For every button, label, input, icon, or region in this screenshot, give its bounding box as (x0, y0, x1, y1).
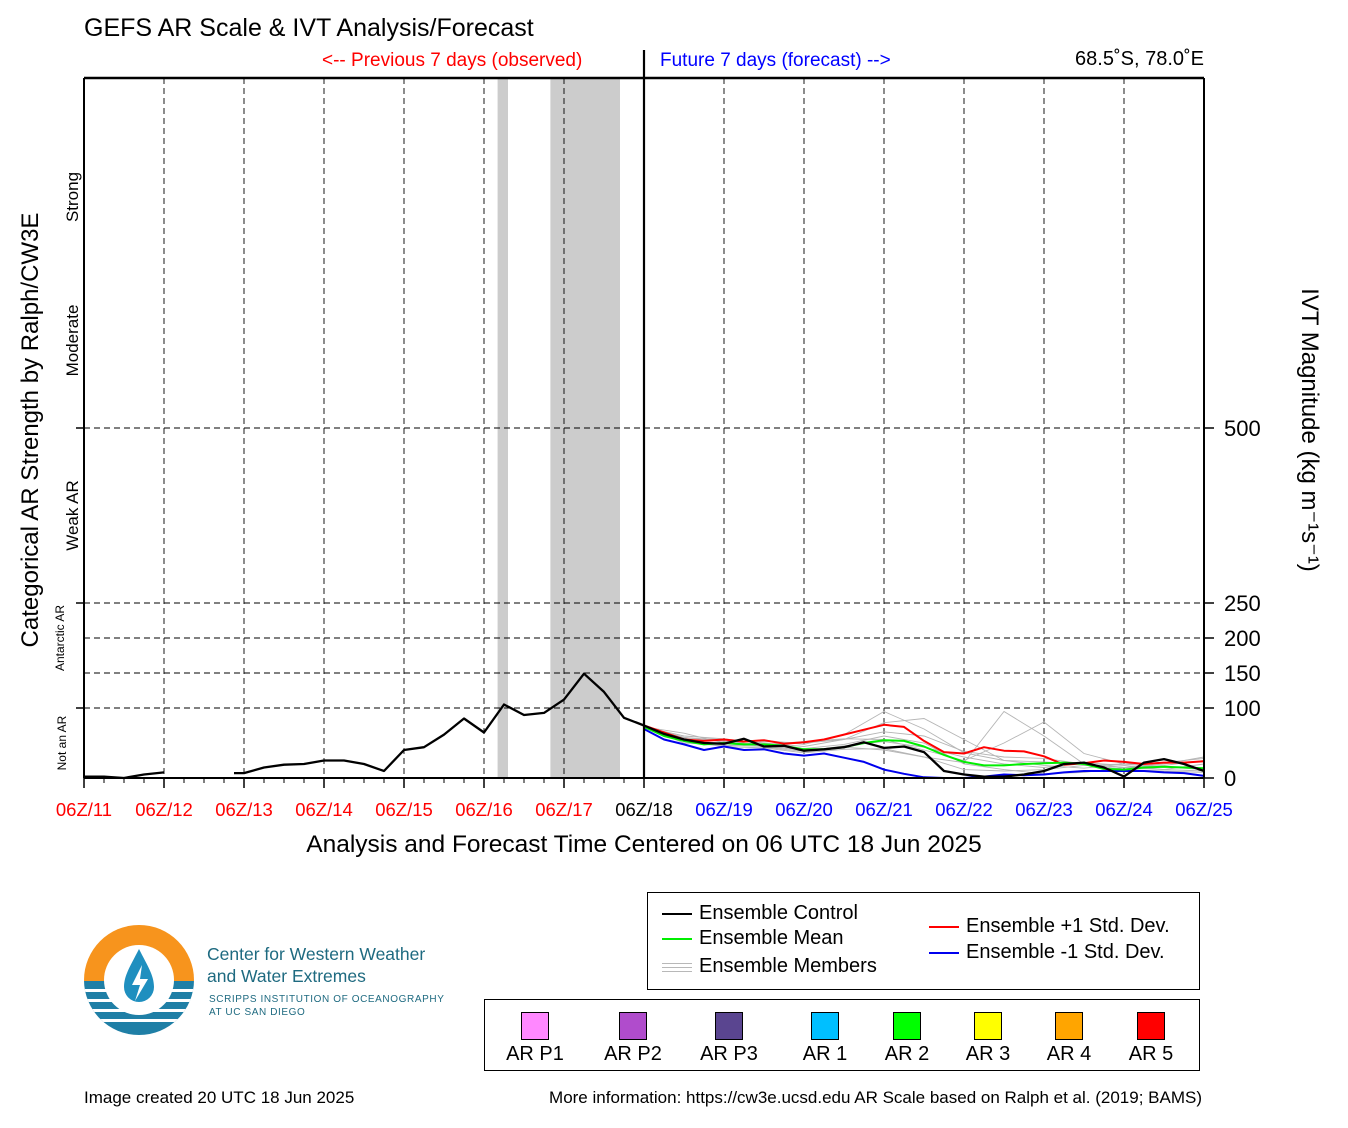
ensemble-member-line (643, 726, 1205, 772)
ar-scale-item: AR P3 (689, 1012, 769, 1066)
x-tick-label: 06Z/22 (935, 799, 993, 820)
ar-scale-swatch (974, 1012, 1002, 1040)
y-right-axis-title: IVT Magnitude (kg m⁻¹s⁻¹) (1296, 288, 1323, 572)
ar-scale-item: AR P1 (495, 1012, 575, 1066)
legend-mean-label: Ensemble Mean (699, 927, 844, 949)
x-tick-label: 06Z/17 (535, 799, 593, 820)
org-subtitle: SCRIPPS INSTITUTION OF OCEANOGRAPHY AT U… (209, 993, 444, 1019)
legend-plus-std-label: Ensemble +1 Std. Dev. (966, 915, 1170, 937)
y-right-tick-label: 0 (1224, 766, 1236, 791)
org-sub-line1: SCRIPPS INSTITUTION OF OCEANOGRAPHY (209, 994, 445, 1005)
org-name-line1: Center for Western Weather (207, 944, 426, 964)
x-tick-label: 06Z/18 (615, 799, 673, 820)
ar-scale-label: AR 4 (1046, 1043, 1092, 1065)
x-tick-label: 06Z/23 (1015, 799, 1073, 820)
x-tick-label: 06Z/25 (1175, 799, 1233, 820)
ar-scale-legend: AR P1 AR P2 AR P3 AR 1 AR 2 AR 3 AR 4 AR… (484, 999, 1200, 1071)
axes-layer (76, 50, 1214, 788)
legend-control: Ensemble Control (662, 902, 858, 925)
ar-scale-item: AR 1 (785, 1012, 865, 1066)
x-tick-label: 06Z/20 (775, 799, 833, 820)
ar-scale-swatch (811, 1012, 839, 1040)
ar-scale-item: AR 4 (1029, 1012, 1109, 1066)
y-left-axis-title: Categorical AR Strength by Ralph/CW3E (17, 213, 44, 648)
category-label: Antarctic AR (53, 605, 67, 671)
x-tick-label: 06Z/14 (295, 799, 353, 820)
labels-layer: 06Z/11 06Z/12 06Z/13 06Z/14 06Z/15 06Z/16 06Z/… (17, 172, 1323, 858)
y-right-tick-label: 500 (1224, 416, 1261, 441)
org-name-line2: and Water Extremes (207, 966, 366, 986)
category-label: Strong (63, 172, 82, 222)
ensemble-mean-line (643, 725, 1205, 771)
y-right-tick-label: 200 (1224, 626, 1261, 651)
category-label: Not an AR (55, 715, 69, 770)
ar-scale-label: AR 5 (1128, 1043, 1174, 1065)
x-tick-label: 06Z/15 (375, 799, 433, 820)
x-tick-label: 06Z/21 (855, 799, 913, 820)
ar-scale-swatch (521, 1012, 549, 1040)
legend-minus-std-swatch (929, 951, 959, 954)
y-right-tick-label: 100 (1224, 696, 1261, 721)
image-created-label: Image created 20 UTC 18 Jun 2025 (84, 1088, 355, 1107)
ar-scale-swatch (1055, 1012, 1083, 1040)
x-tick-label: 06Z/24 (1095, 799, 1153, 820)
y-right-tick-label: 250 (1224, 591, 1261, 616)
ensemble-control-line (643, 724, 1205, 778)
x-tick-label: 06Z/12 (135, 799, 193, 820)
org-sub-line2: AT UC SAN DIEGO (209, 1007, 306, 1018)
future-period-label: Future 7 days (forecast) --> (660, 50, 891, 71)
y-right-tick-label: 150 (1224, 661, 1261, 686)
ensemble-control-line (234, 672, 645, 775)
cw3e-logo (84, 925, 194, 1035)
category-label: Weak AR (63, 480, 82, 551)
legend-members-swatch (662, 960, 692, 974)
ar-scale-label: AR 2 (884, 1043, 930, 1065)
legend-members-label: Ensemble Members (699, 955, 877, 977)
ar-scale-swatch (619, 1012, 647, 1040)
ar-scale-swatch (1137, 1012, 1165, 1040)
ar-scale-label: AR P1 (506, 1043, 564, 1065)
org-name: Center for Western Weather and Water Ext… (207, 943, 425, 987)
legend-control-swatch (662, 912, 692, 915)
location-label: 68.5˚S, 78.0˚E (1075, 48, 1204, 70)
legend-control-label: Ensemble Control (699, 902, 858, 924)
x-tick-label: 06Z/19 (695, 799, 753, 820)
ar-period-shading (497, 78, 508, 778)
ar-scale-label: AR P3 (700, 1043, 758, 1065)
ar-scale-item: AR 2 (867, 1012, 947, 1066)
series-legend: Ensemble Control Ensemble Mean Ensemble … (647, 892, 1200, 990)
x-axis-title: Analysis and Forecast Time Centered on 0… (306, 831, 981, 858)
x-tick-label: 06Z/11 (56, 799, 112, 820)
legend-mean-swatch (662, 937, 692, 940)
legend-members: Ensemble Members (662, 955, 877, 978)
more-info-label: More information: https://cw3e.ucsd.edu … (549, 1088, 1202, 1107)
x-tick-label: 06Z/16 (455, 799, 513, 820)
ar-scale-item: AR 3 (948, 1012, 1028, 1066)
ar-scale-label: AR 1 (802, 1043, 848, 1065)
legend-mean: Ensemble Mean (662, 927, 844, 950)
ensemble-1-std-dev-line (643, 723, 1205, 766)
legend-minus-std: Ensemble -1 Std. Dev. (929, 941, 1165, 964)
chart-title: GEFS AR Scale & IVT Analysis/Forecast (84, 14, 534, 42)
category-label: Moderate (63, 305, 82, 377)
x-tick-label: 06Z/13 (215, 799, 273, 820)
ar-scale-label: AR 3 (965, 1043, 1011, 1065)
ar-scale-swatch (715, 1012, 743, 1040)
ar-scale-swatch (893, 1012, 921, 1040)
ar-scale-item: AR 5 (1111, 1012, 1191, 1066)
previous-period-label: <-- Previous 7 days (observed) (322, 50, 583, 71)
legend-plus-std-swatch (929, 925, 959, 928)
ar-scale-label: AR P2 (604, 1043, 662, 1065)
ivt-chart: 06Z/11 06Z/12 06Z/13 06Z/14 06Z/15 06Z/16 06Z/… (17, 50, 1323, 858)
legend-plus-std: Ensemble +1 Std. Dev. (929, 915, 1170, 938)
ar-scale-item: AR P2 (593, 1012, 673, 1066)
legend-minus-std-label: Ensemble -1 Std. Dev. (966, 941, 1165, 963)
